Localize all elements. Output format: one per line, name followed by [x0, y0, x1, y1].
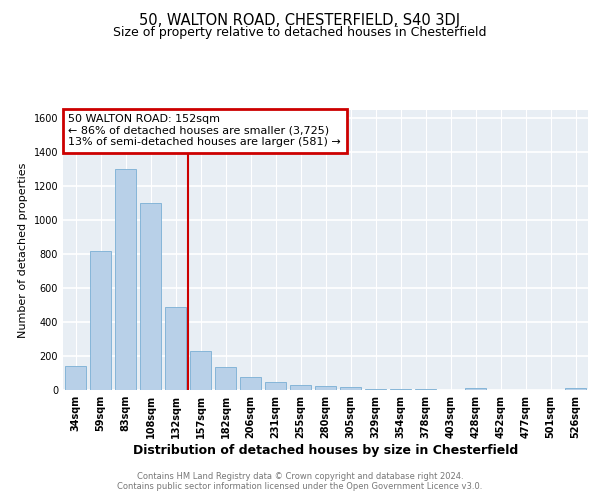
Bar: [365, 388, 386, 390]
X-axis label: Distribution of detached houses by size in Chesterfield: Distribution of detached houses by size …: [133, 444, 518, 456]
Bar: [315, 386, 336, 390]
Bar: [565, 388, 586, 390]
Bar: [165, 307, 186, 390]
Bar: [140, 204, 161, 390]
Bar: [65, 366, 86, 390]
Bar: [390, 389, 411, 390]
Bar: [465, 388, 486, 390]
Text: Size of property relative to detached houses in Chesterfield: Size of property relative to detached ho…: [113, 26, 487, 39]
Bar: [290, 385, 311, 390]
Bar: [115, 170, 136, 390]
Bar: [190, 351, 211, 390]
Bar: [90, 251, 111, 390]
Text: 50, WALTON ROAD, CHESTERFIELD, S40 3DJ: 50, WALTON ROAD, CHESTERFIELD, S40 3DJ: [139, 12, 461, 28]
Bar: [215, 367, 236, 390]
Bar: [265, 382, 286, 390]
Bar: [240, 378, 261, 390]
Text: Contains HM Land Registry data © Crown copyright and database right 2024.
Contai: Contains HM Land Registry data © Crown c…: [118, 472, 482, 491]
Text: 50 WALTON ROAD: 152sqm
← 86% of detached houses are smaller (3,725)
13% of semi-: 50 WALTON ROAD: 152sqm ← 86% of detached…: [68, 114, 341, 148]
Bar: [340, 388, 361, 390]
Y-axis label: Number of detached properties: Number of detached properties: [18, 162, 28, 338]
